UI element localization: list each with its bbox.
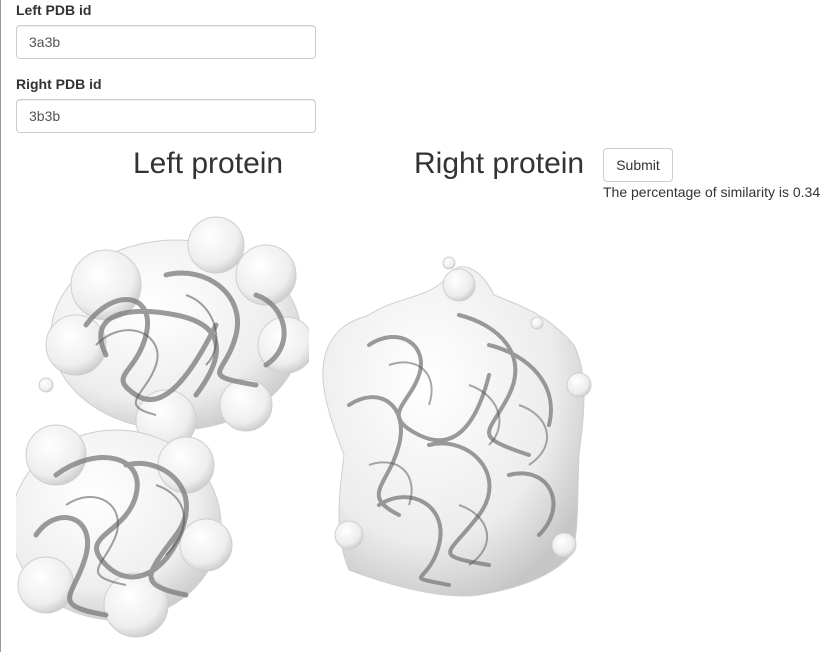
left-protein-title: Left protein [133,147,284,180]
similarity-result: The percentage of similarity is 0.34 [603,184,821,200]
submit-button[interactable]: Submit [603,148,673,182]
right-protein-title: Right protein [414,147,585,180]
left-protein-render [16,216,309,638]
right-protein-render [322,256,592,597]
right-pdb-label: Right PDB id [16,76,102,92]
right-protein-viewer[interactable] [309,205,599,645]
right-pdb-input[interactable] [16,99,316,133]
left-pdb-input[interactable] [16,25,316,59]
left-pdb-label: Left PDB id [16,2,92,18]
left-protein-viewer[interactable] [16,205,309,645]
window-edge [0,0,1,652]
